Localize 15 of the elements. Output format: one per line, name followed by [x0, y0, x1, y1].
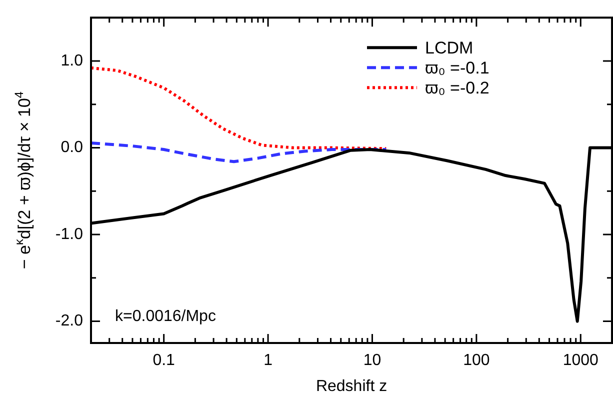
y-axis-title: − eκd[(2 + ϖ)ϕ]/dτ × 104 — [12, 91, 34, 270]
x-tick-label: 1000 — [562, 352, 599, 370]
x-axis-title: Redshift z — [316, 378, 388, 395]
y-tick-label: -1.0 — [55, 226, 84, 243]
x-tick-label: 1 — [264, 352, 273, 370]
x-tick-label: 100 — [463, 352, 490, 370]
annotation: k=0.0016/Mpc — [115, 308, 216, 325]
x-tick-label: 10 — [363, 352, 382, 370]
legend-label: LCDM — [425, 38, 474, 58]
y-tick-label: 1.0 — [60, 52, 84, 70]
x-tick-label: 0.1 — [152, 352, 176, 370]
y-tick-label: -2.0 — [55, 312, 84, 330]
legend-label: ϖ₀ =-0.1 — [425, 58, 490, 78]
y-tick-label: 0.0 — [60, 139, 84, 156]
legend-label: ϖ₀ =-0.2 — [425, 78, 490, 98]
